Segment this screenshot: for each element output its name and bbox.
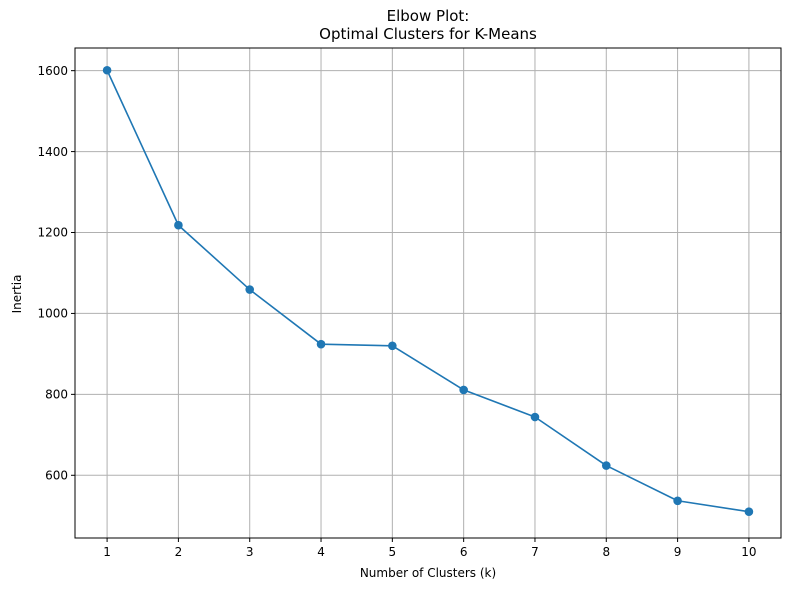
x-tick-label: 9 bbox=[674, 545, 682, 559]
y-tick-label: 1000 bbox=[37, 307, 68, 321]
x-tick-label: 2 bbox=[175, 545, 183, 559]
y-tick-label: 600 bbox=[45, 468, 68, 482]
data-point bbox=[245, 285, 255, 294]
chart-title: Elbow Plot: bbox=[387, 7, 470, 25]
series-layer bbox=[102, 65, 754, 516]
x-tick-label: 7 bbox=[531, 545, 539, 559]
y-tick-label: 1600 bbox=[37, 64, 68, 78]
series-line bbox=[106, 69, 750, 513]
data-point bbox=[459, 385, 468, 395]
data-point bbox=[673, 496, 682, 506]
y-tick-label: 800 bbox=[45, 388, 68, 402]
chart-subtitle: Optimal Clusters for K-Means bbox=[319, 25, 537, 43]
x-axis-label: Number of Clusters (k) bbox=[360, 566, 496, 580]
x-tick-label: 1 bbox=[103, 545, 111, 559]
chart-title-group: Elbow Plot: Optimal Clusters for K-Means bbox=[319, 7, 537, 43]
data-point bbox=[530, 412, 540, 422]
x-tick-label: 8 bbox=[602, 545, 610, 559]
data-point bbox=[102, 65, 112, 75]
grid-layer bbox=[75, 48, 781, 538]
axes-layer: 1 2 3 4 5 6 7 8 9 10 600 800 1000 1200 1400 1600 bbox=[37, 47, 782, 559]
x-tick-label: 10 bbox=[741, 545, 756, 559]
data-point bbox=[744, 507, 754, 516]
plot-frame bbox=[74, 47, 782, 539]
y-tick-label: 1400 bbox=[37, 145, 68, 159]
y-tick-label: 1200 bbox=[37, 226, 68, 240]
y-axis-label: Inertia bbox=[10, 275, 24, 314]
data-point bbox=[388, 341, 397, 351]
data-point bbox=[316, 339, 326, 349]
x-tick-label: 6 bbox=[460, 545, 468, 559]
data-point bbox=[174, 220, 183, 230]
x-tick-label: 3 bbox=[246, 545, 254, 559]
x-tick-label: 4 bbox=[317, 545, 325, 559]
data-point bbox=[601, 461, 611, 470]
x-tick-label: 5 bbox=[389, 545, 397, 559]
